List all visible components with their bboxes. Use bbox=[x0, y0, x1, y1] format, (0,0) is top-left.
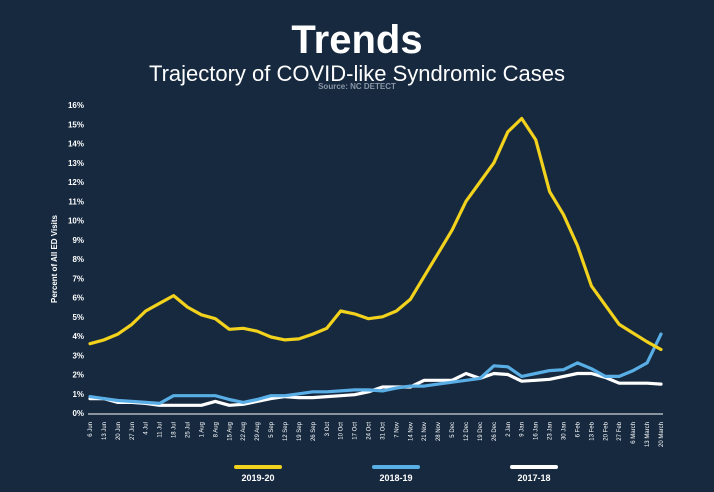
y-tick-label: 6% bbox=[72, 294, 84, 303]
x-tick-label: 31 Oct bbox=[380, 422, 386, 440]
page-subtitle: Trajectory of COVID-like Syndromic Cases bbox=[148, 61, 566, 86]
y-tick-label: 4% bbox=[72, 332, 84, 341]
x-tick-label: 27 Jun bbox=[130, 422, 136, 440]
y-tick-label: 13% bbox=[68, 159, 84, 168]
x-tick-label: 11 Jul bbox=[158, 422, 164, 438]
x-tick-label: 13 Feb bbox=[589, 421, 595, 440]
x-tick-label: 16 Jan bbox=[534, 422, 540, 440]
y-tick-label: 3% bbox=[72, 351, 84, 360]
x-tick-label: 19 Sep bbox=[297, 421, 303, 441]
x-tick-label: 10 Oct bbox=[339, 422, 345, 440]
y-tick-label: 2% bbox=[72, 371, 84, 380]
y-axis-title: Percent of All ED Visits bbox=[50, 214, 59, 303]
x-tick-label: 20 Jun bbox=[116, 422, 122, 440]
x-tick-label: 15 Aug bbox=[227, 422, 233, 441]
page-title: Trends bbox=[291, 18, 423, 62]
x-tick-label: 24 Oct bbox=[367, 422, 373, 440]
x-tick-label: 3 Oct bbox=[325, 422, 331, 437]
source-note: Source: NC DETECT bbox=[318, 82, 396, 91]
y-axis: 0% 1% 2% 3% 4% 5% 6% 7% 8% 9% 10% 11% 12% 13% 14% 15% 16… bbox=[68, 101, 84, 418]
series-lines bbox=[88, 116, 663, 407]
x-tick-label: 20 March bbox=[659, 422, 665, 447]
legend: 2019-20 2018-19 2017-18 bbox=[234, 465, 558, 483]
x-tick-label: 23 Jan bbox=[548, 422, 554, 440]
x-tick-label: 4 Jul bbox=[144, 422, 150, 435]
x-tick-label: 1 Aug bbox=[199, 422, 205, 437]
y-tick-label: 16% bbox=[68, 101, 84, 110]
x-tick-label: 29 Aug bbox=[255, 422, 261, 441]
x-tick-label: 26 Dec bbox=[492, 422, 498, 441]
y-tick-label: 14% bbox=[68, 140, 84, 149]
legend-label-2019-20: 2019-20 bbox=[241, 473, 274, 483]
x-tick-label: 26 Sep bbox=[311, 421, 317, 441]
x-tick-label: 9 Jan bbox=[520, 422, 526, 437]
x-tick-label: 25 Jul bbox=[185, 422, 191, 438]
x-tick-label: 18 Jul bbox=[172, 422, 178, 438]
x-tick-label: 14 Nov bbox=[408, 422, 414, 441]
x-tick-label: 7 Nov bbox=[394, 422, 400, 438]
y-tick-label: 10% bbox=[68, 217, 84, 226]
legend-label-2018-19: 2018-19 bbox=[379, 473, 412, 483]
y-tick-label: 8% bbox=[72, 255, 84, 264]
x-tick-label: 5 Dec bbox=[450, 422, 456, 438]
x-tick-label: 8 Aug bbox=[213, 422, 219, 437]
x-axis: 6 Jun 13 Jun 20 Jun 27 Jun 4 Jul 11 Jul 18 Jul… bbox=[88, 413, 665, 447]
legend-label-2017-18: 2017-18 bbox=[517, 473, 550, 483]
y-tick-label: 9% bbox=[72, 236, 84, 245]
x-tick-label: 6 Jun bbox=[88, 422, 94, 437]
x-tick-label: 12 Dec bbox=[464, 422, 470, 441]
series-line-2019-20 bbox=[88, 116, 663, 352]
x-tick-label: 28 Nov bbox=[436, 422, 442, 441]
x-tick-label: 5 Sep bbox=[269, 421, 275, 437]
x-tick-label: 13 Jun bbox=[102, 422, 108, 440]
x-tick-label: 12 Sep bbox=[283, 421, 289, 441]
x-tick-label: 30 Jan bbox=[562, 422, 568, 440]
x-tick-label: 22 Aug bbox=[241, 422, 247, 441]
x-tick-label: 17 Oct bbox=[353, 422, 359, 440]
x-tick-label: 13 March bbox=[645, 422, 651, 447]
x-tick-label: 27 Feb bbox=[617, 421, 623, 440]
y-tick-label: 7% bbox=[72, 274, 84, 283]
y-tick-label: 1% bbox=[72, 390, 84, 399]
x-tick-label: 6 March bbox=[631, 422, 637, 444]
y-tick-label: 11% bbox=[68, 197, 84, 206]
x-tick-label: 19 Dec bbox=[478, 422, 484, 441]
x-tick-label: 6 Feb bbox=[575, 421, 581, 437]
series-line-2018-19 bbox=[88, 332, 663, 405]
y-tick-label: 0% bbox=[72, 409, 84, 418]
x-tick-label: 20 Feb bbox=[603, 421, 609, 440]
x-tick-label: 2 Jan bbox=[506, 422, 512, 437]
y-tick-label: 5% bbox=[72, 313, 84, 322]
x-tick-label: 21 Nov bbox=[422, 422, 428, 441]
y-tick-label: 15% bbox=[68, 120, 84, 129]
y-tick-label: 12% bbox=[68, 178, 84, 187]
